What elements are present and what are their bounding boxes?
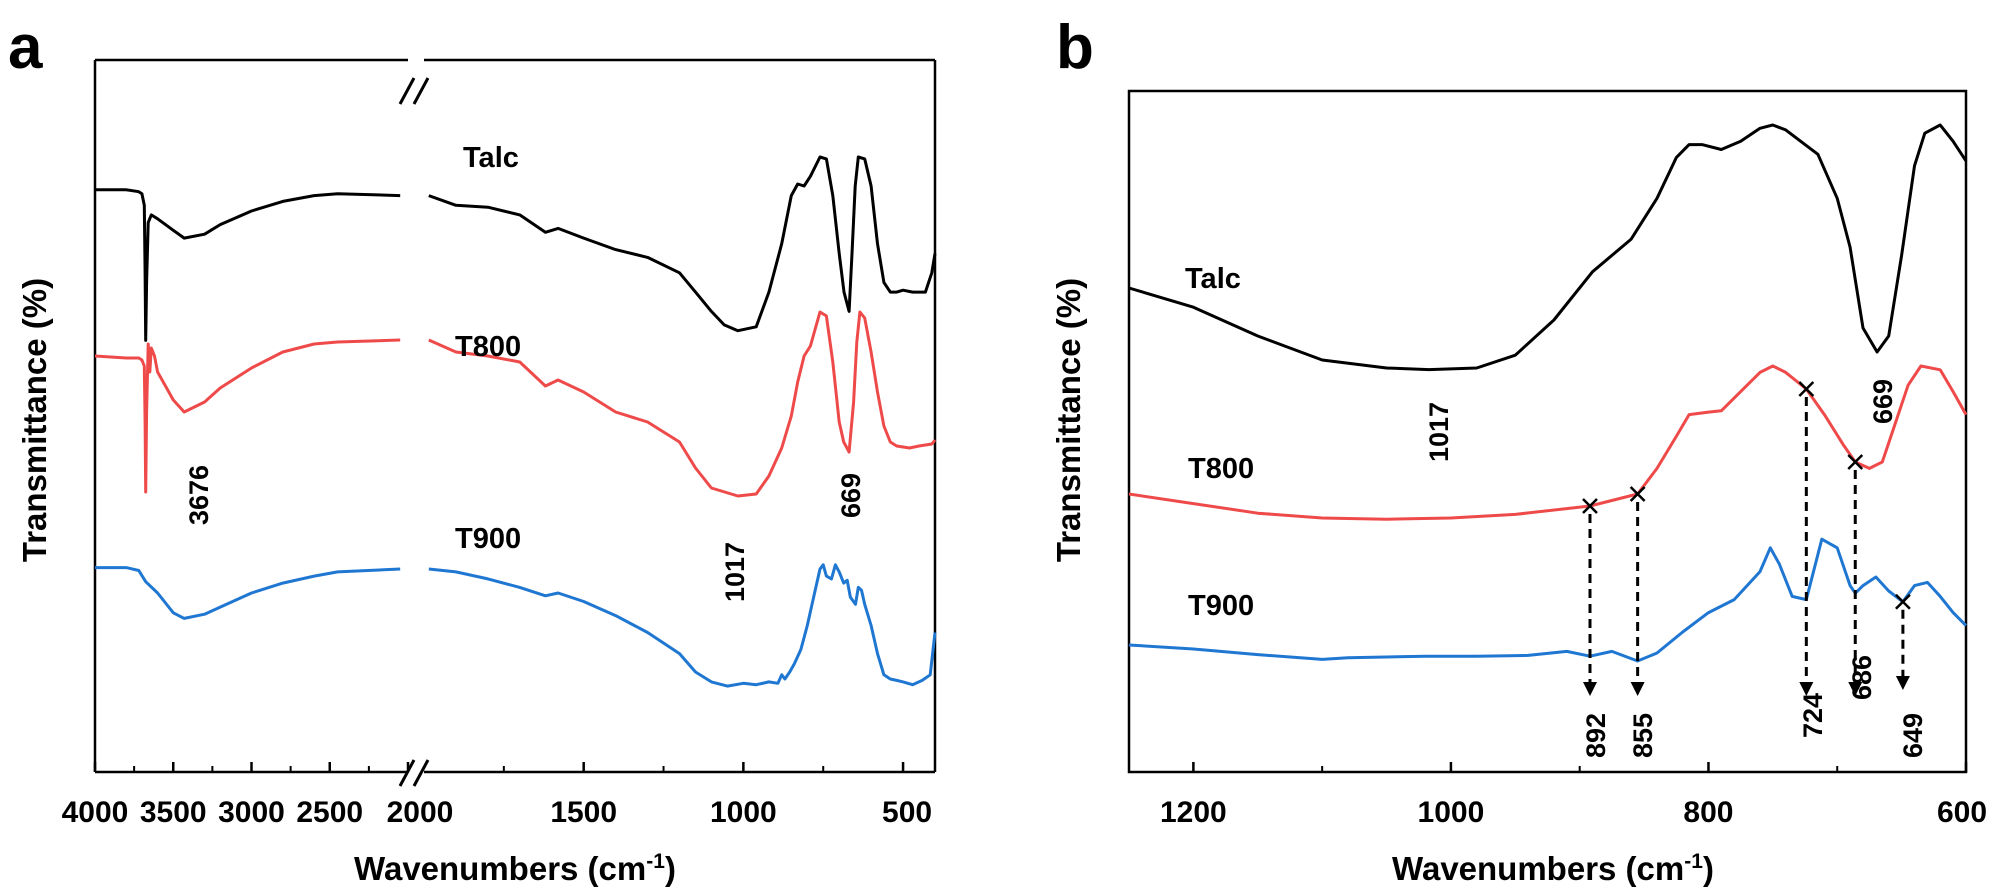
cross-marker-724 (1798, 381, 1815, 397)
annotation-1017-a: 1017 (720, 542, 750, 602)
x-axis-title-b-sup: -1 (1684, 850, 1703, 873)
x-axis-title-a-end: ) (665, 850, 676, 887)
annotation-855: 855 (1628, 713, 1658, 758)
tick-label-b-1000: 1000 (1418, 796, 1485, 829)
tick-label-a-1000: 1000 (710, 796, 777, 829)
annotation-3676: 3676 (184, 465, 214, 525)
series-line-a-t900-right (428, 563, 937, 688)
axis-break-bottom (398, 759, 430, 787)
tick-label-a-4000: 4000 (62, 796, 129, 829)
series-label-t800-a: T800 (455, 331, 521, 363)
annotation-892: 892 (1581, 713, 1611, 758)
tick-label-b-600: 600 (1937, 796, 1987, 829)
series-line-a-t900-left (95, 566, 401, 620)
x-axis-title-b-main: Wavenumbers (cm (1392, 850, 1684, 887)
panel-b: b 1200 1000 800 600 Transmittance (%) Waven… (1050, 13, 1987, 887)
y-axis-title-a: Transmittance (%) (16, 278, 53, 562)
annotation-724: 724 (1798, 693, 1828, 738)
series-label-t900-b: T900 (1188, 590, 1254, 622)
frame-b (1127, 89, 1968, 774)
x-axis-title-a-sup: -1 (646, 850, 665, 873)
panel-label-b: b (1056, 13, 1094, 82)
arrow-724-head (1799, 682, 1814, 696)
x-axis-title-b-end: ) (1703, 850, 1714, 887)
cross-marker-855 (1629, 486, 1646, 502)
series-label-t800-b: T800 (1188, 453, 1254, 485)
cross-marker-649 (1895, 593, 1911, 610)
curves-a (94, 155, 937, 688)
x-ticks-a: 4000 3500 3000 2500 2000 1500 1000 500 (62, 762, 932, 829)
series-label-talc-b: Talc (1185, 263, 1241, 295)
tick-label-a-2500: 2500 (296, 796, 363, 829)
panel-a: a 4000 3500 3000 2500 2000 1500 1000 500 Transm… (8, 13, 937, 887)
series-line-a-t800-right (428, 310, 937, 498)
annotation-686: 686 (1847, 655, 1877, 700)
series-line-a-t800-left (94, 338, 401, 494)
annotation-669-b: 669 (1868, 379, 1898, 424)
annotation-649: 649 (1898, 713, 1928, 758)
series-label-talc-a: Talc (463, 142, 519, 174)
series-line-b-talc (1128, 123, 1968, 372)
x-axis-title-b: Wavenumbers (cm-1) (1392, 850, 1714, 887)
tick-label-a-2000: 2000 (387, 796, 454, 829)
arrow-855-head (1630, 682, 1645, 696)
tick-label-b-800: 800 (1683, 796, 1733, 829)
tick-label-a-500: 500 (882, 796, 932, 829)
tick-label-a-1500: 1500 (550, 796, 617, 829)
tick-label-b-1200: 1200 (1160, 796, 1227, 829)
arrow-649-head (1895, 676, 1910, 690)
tick-label-a-3000: 3000 (218, 796, 285, 829)
cross-marker-892 (1582, 498, 1598, 514)
annotation-1017-b: 1017 (1424, 402, 1454, 462)
series-line-a-talc-right (428, 155, 937, 333)
x-ticks-b: 1200 1000 800 600 (1160, 762, 1987, 829)
peak-markers-b (1582, 381, 1911, 696)
series-line-a-talc-left (95, 188, 401, 342)
x-axis-title-a-main: Wavenumbers (cm (354, 850, 646, 887)
arrow-892-head (1582, 682, 1597, 696)
x-axis-title-a: Wavenumbers (cm-1) (354, 850, 676, 887)
arrow-686-head (1848, 682, 1863, 696)
cross-marker-686 (1847, 454, 1864, 470)
y-axis-title-b: Transmittance (%) (1050, 278, 1087, 562)
curves-b (1128, 123, 1968, 663)
axis-break-top (398, 77, 430, 105)
tick-label-a-3500: 3500 (140, 796, 207, 829)
annotation-669-a: 669 (836, 473, 866, 518)
series-label-t900-a: T900 (455, 523, 521, 555)
panel-label-a: a (8, 13, 43, 82)
series-line-b-t800 (1128, 364, 1968, 521)
series-line-b-t900 (1128, 537, 1968, 663)
